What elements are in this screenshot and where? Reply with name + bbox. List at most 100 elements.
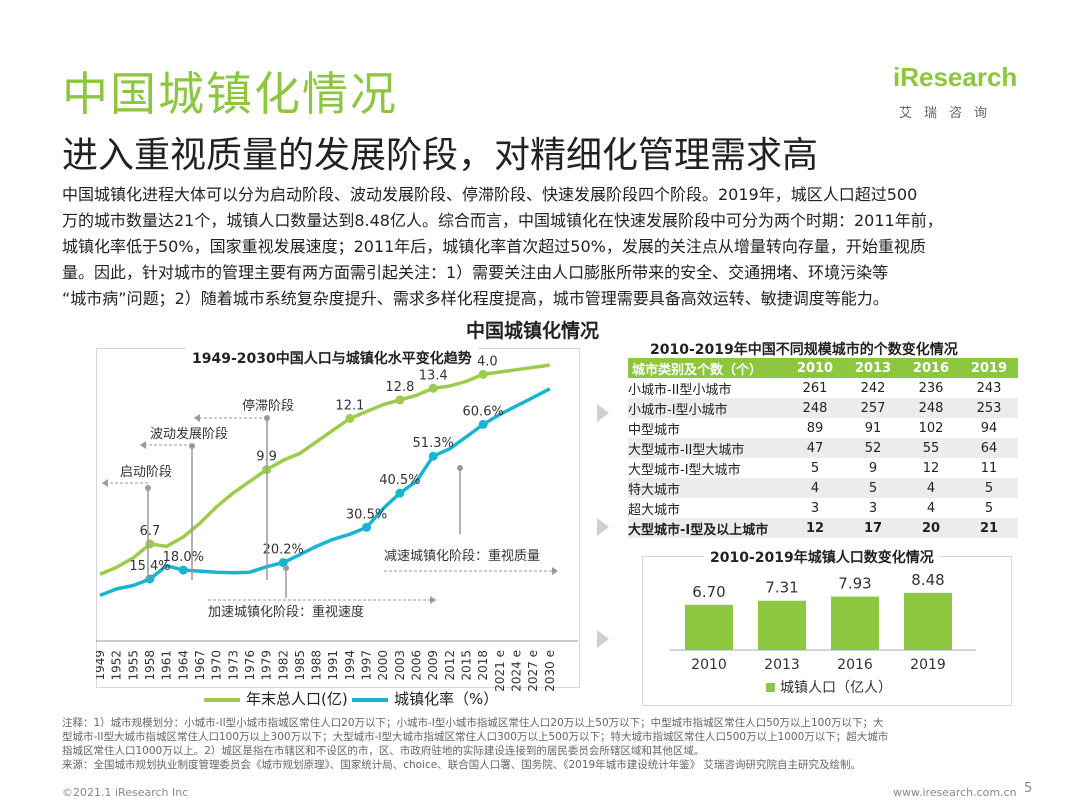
x-tick-label: 2019	[910, 657, 946, 673]
bar	[685, 604, 733, 650]
annotation-dot	[189, 443, 195, 449]
x-tick-label: 1985	[293, 650, 307, 681]
table-row: 特大城市 4 5 4 5	[628, 478, 1018, 498]
x-tick-label: 1997	[360, 650, 374, 681]
column-header: 2010	[786, 358, 844, 378]
x-tick-label: 2015	[460, 650, 474, 681]
table-cell: 3	[868, 500, 878, 516]
x-tick-label: 1955	[126, 650, 140, 681]
data-point	[345, 414, 355, 424]
footer-website: www.iresearch.com.cn	[893, 786, 1017, 799]
x-tick-label: 2006	[410, 650, 424, 681]
table-row: 大型城市-II型大城市 47 52 55 64	[628, 438, 1018, 458]
x-tick-label: 1952	[110, 650, 124, 681]
source-line: 来源：全国城市规划执业制度管理委员会《城市规划原理》、国家统计局、choice、…	[62, 759, 862, 771]
data-point	[145, 574, 155, 584]
table-cell: 91	[864, 420, 882, 436]
table-row: 小城市-II型小城市 261 242 236 243	[628, 378, 1018, 398]
table-cell: 超大城市	[628, 502, 681, 518]
x-tick-label: 2003	[393, 650, 407, 681]
table-cell: 20	[902, 518, 960, 538]
intro-line: 量。因此，针对城市的管理主要有两方面需引起关注：1）需要关注由人口膨胀所带来的安…	[62, 263, 889, 282]
annotation-dot	[457, 465, 463, 471]
bar-chart: 6.70 2010 7.31 2013 7.93 2016 8.48 2019 城镇人口（亿人）	[670, 571, 976, 696]
line-chart-title: 1949-2030中国人口与城镇化水平变化趋势	[186, 348, 478, 368]
intro-line: “城市病”问题；2）随着城市系统复杂度提升、需求多样化程度提高，城市管理需要具备…	[62, 289, 889, 308]
table-cell: 3	[810, 500, 820, 516]
table-cell: 小城市-I型小城市	[628, 398, 786, 418]
x-tick-label: 1988	[310, 650, 324, 681]
line-chart: 6.79.912.112.813.414.015.4%18.0%20.2%30.…	[96, 354, 578, 692]
data-label: 18.0%	[163, 550, 204, 565]
bar-value-label: 6.70	[692, 583, 725, 601]
intro-paragraph: 中国城镇化进程大体可以分为启动阶段、波动发展阶段、停滞阶段、快速发展阶段四个阶段…	[62, 182, 1030, 312]
table-cell: 大型城市-I型大城市	[628, 462, 741, 478]
table-cell: 253	[960, 398, 1018, 418]
series-line	[99, 387, 551, 598]
data-label: 6.7	[140, 524, 161, 539]
x-tick-label: 1982	[276, 650, 290, 681]
table-cell: 236	[918, 380, 944, 396]
data-label: 20.2%	[263, 543, 304, 558]
x-tick-label: 2018	[476, 650, 490, 681]
table-cell: 12	[922, 460, 940, 476]
x-tick-label: 1994	[343, 650, 357, 681]
table-cell: 248	[786, 398, 844, 418]
data-label: 51.3%	[413, 436, 454, 451]
legend-swatch-green	[204, 697, 240, 702]
table-cell: 242	[860, 380, 886, 396]
column-header: 2016	[902, 358, 960, 378]
city-count-table: 城市类别及个数（个） 2010 2013 2016 2019 小城市-II型小城…	[628, 358, 1018, 538]
table-cell: 中型城市	[628, 422, 681, 438]
bar	[904, 592, 952, 650]
table-cell: 248	[902, 398, 960, 418]
table-cell: 47	[786, 438, 844, 458]
annotation-label: 停滞阶段	[242, 398, 294, 414]
x-tick-label: 2009	[426, 650, 440, 681]
bar-value-label: 7.31	[765, 579, 798, 597]
data-point	[428, 383, 438, 393]
logo-cn-text: 艾瑞咨询	[899, 106, 1000, 121]
data-point	[178, 565, 188, 575]
legend-swatch-blue	[352, 697, 388, 702]
data-point	[362, 522, 372, 532]
table-cell: 特大城市	[628, 478, 786, 498]
x-tick-label: 1967	[193, 650, 207, 681]
table-cell: 94	[980, 420, 998, 436]
table-row: 超大城市 3 3 4 5	[628, 498, 1018, 518]
bar	[831, 596, 879, 650]
annotation-label: 波动发展阶段	[150, 426, 228, 442]
x-tick-label: 1970	[210, 650, 224, 681]
x-tick-label: 1991	[326, 650, 340, 681]
table-cell: 64	[960, 438, 1018, 458]
table-cell: 5	[960, 478, 1018, 498]
page-number: 5	[1024, 781, 1033, 796]
arrowhead	[102, 479, 108, 487]
x-tick-label: 1961	[160, 650, 174, 681]
column-header: 2019	[960, 358, 1018, 378]
table-row: 大型城市-I型大城市 5 9 12 11	[628, 458, 1018, 478]
column-header: 2013	[844, 358, 902, 378]
column-header: 城市类别及个数（个）	[628, 358, 786, 378]
arrowhead	[140, 441, 146, 449]
table-title: 2010-2019年中国不同规模城市的个数变化情况	[650, 342, 958, 358]
legend-population: 年末总人口(亿)	[204, 688, 348, 709]
annotation-label: 减速城镇化阶段：重视质量	[384, 548, 540, 564]
intro-line: 中国城镇化进程大体可以分为启动阶段、波动发展阶段、停滞阶段、快速发展阶段四个阶段…	[62, 185, 918, 204]
table-cell: 243	[976, 380, 1002, 396]
table-cell: 5	[810, 460, 820, 476]
table-cell: 52	[844, 438, 902, 458]
table-row: 大型城市-I型及以上城市 12 17 20 21	[628, 518, 1018, 538]
x-tick-label: 2000	[376, 650, 390, 681]
data-label: 60.6%	[463, 404, 504, 419]
arrow-icon	[597, 404, 609, 422]
data-point	[478, 369, 488, 379]
arrowhead	[194, 414, 200, 422]
legend-label: 年末总人口(亿)	[246, 690, 348, 708]
x-tick-label: 1958	[143, 650, 157, 681]
table-cell: 12	[786, 518, 844, 538]
intro-line: 城镇化率低于50%，国家重视发展速度；2011年后，城镇化率首次超过50%，发展…	[62, 237, 926, 256]
annotation-dot	[283, 565, 289, 571]
arrow-icon	[597, 518, 609, 536]
legend-urbanization: 城镇化率（%）	[352, 688, 498, 709]
